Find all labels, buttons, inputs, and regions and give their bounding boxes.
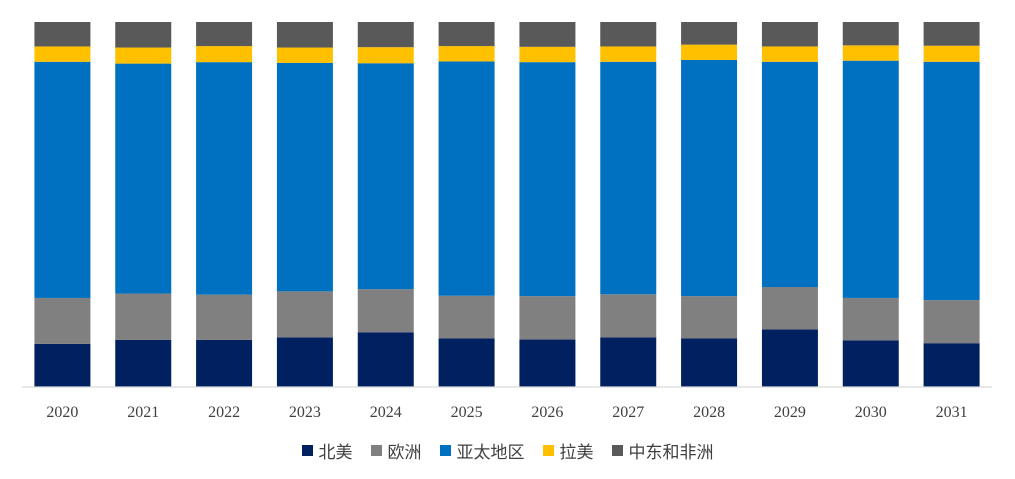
bar-segment-2029-series-3 [761,46,818,62]
stacked-bar-chart: 2020 2021 2022 2023 2024 2025 2026 2027 2028 2029… [22,22,992,421]
legend-label: 中东和非洲 [628,442,714,463]
bar-segment-2020-series-1 [34,297,91,344]
bar-segment-2021-series-4 [115,22,172,48]
x-tick-label: 2027 [612,404,644,421]
bar-segment-2029-series-1 [761,286,818,330]
bar-segment-2029-series-0 [761,329,818,387]
x-tick-label: 2030 [855,404,887,421]
x-tick-label: 2031 [936,404,968,421]
bar-segment-2031-series-2 [923,61,980,301]
bar-segment-2028-series-2 [681,59,738,297]
legend-label: 拉美 [559,442,594,463]
legend-swatch [370,444,382,456]
bar-segment-2030-series-3 [842,45,899,61]
x-tick-label: 2025 [451,404,483,421]
bar-segment-2020-series-2 [34,61,91,298]
bar-segment-2023-series-3 [276,47,333,63]
bar-segment-2022-series-3 [196,46,253,63]
bar-segment-2020-series-4 [34,22,91,47]
bar-segment-2025-series-3 [438,46,495,62]
bar-segment-2028-series-3 [681,44,738,60]
bar-segment-2030-series-1 [842,297,899,341]
legend-label: 亚太地区 [456,442,525,463]
x-tick-label: 2029 [774,404,806,421]
bar-segment-2031-series-1 [923,300,980,344]
legend: 北美 欧洲 亚太地区 拉美 中东和非洲 [0,438,1015,463]
bar-segment-2028-series-1 [681,296,738,339]
bar-segment-2025-series-0 [438,338,495,387]
x-tick-labels: 2020 2021 2022 2023 2024 2025 2026 2027 2028 2029… [46,404,967,421]
bar-segment-2025-series-1 [438,295,495,339]
bar-segment-2027-series-2 [600,61,657,295]
bar-segment-2027-series-1 [600,294,657,338]
bar-segment-2031-series-3 [923,45,980,62]
bar-segment-2030-series-4 [842,22,899,46]
bar-segment-2028-series-0 [681,338,738,387]
bar-segment-2020-series-0 [34,343,91,387]
x-tick-label: 2028 [693,404,725,421]
bar-segment-2027-series-0 [600,337,657,387]
legend-item: 亚太地区 [439,438,525,463]
bar-segment-2029-series-2 [761,61,818,287]
bar-segment-2031-series-0 [923,343,980,387]
bar-segment-2022-series-0 [196,339,253,388]
bar-segment-2023-series-0 [276,337,333,387]
bar-segment-2024-series-4 [357,22,414,48]
bar-segment-2021-series-2 [115,63,172,294]
bar-segment-2026-series-1 [519,296,576,340]
bar-segment-2027-series-3 [600,46,657,62]
legend-item: 中东和非洲 [611,438,714,463]
bar-segment-2021-series-0 [115,339,172,388]
legend-label: 欧洲 [387,442,422,463]
bar-segment-2026-series-0 [519,339,576,387]
bar-segment-2025-series-4 [438,22,495,47]
bar-segment-2023-series-1 [276,291,333,338]
legend-item: 北美 [301,438,353,463]
bar-segment-2025-series-2 [438,61,495,296]
x-tick-label: 2020 [46,404,78,421]
legend-item: 欧洲 [370,438,422,463]
legend-item: 拉美 [542,438,594,463]
bars-group [34,22,980,388]
bar-segment-2021-series-3 [115,47,172,64]
bar-segment-2030-series-0 [842,340,899,387]
bar-segment-2022-series-4 [196,22,253,47]
bar-segment-2024-series-1 [357,289,414,333]
bar-segment-2021-series-1 [115,293,172,340]
bar-segment-2026-series-4 [519,22,576,47]
x-tick-label: 2026 [531,404,563,421]
legend-swatch [611,444,623,456]
bar-segment-2022-series-1 [196,294,253,340]
bar-segment-2031-series-4 [923,22,980,46]
x-tick-label: 2024 [370,404,402,421]
bar-segment-2026-series-3 [519,46,576,63]
bar-segment-2020-series-3 [34,46,91,62]
bar-segment-2023-series-4 [276,22,333,48]
bar-segment-2023-series-2 [276,62,333,292]
bar-segment-2026-series-2 [519,62,576,297]
legend-swatch [542,444,554,456]
bar-segment-2030-series-2 [842,60,899,298]
bar-segment-2027-series-4 [600,22,657,47]
x-tick-label: 2023 [289,404,321,421]
legend-label: 北美 [318,442,353,463]
bar-segment-2024-series-2 [357,63,414,290]
bar-segment-2024-series-3 [357,47,414,64]
x-tick-label: 2021 [127,404,159,421]
bar-segment-2024-series-0 [357,332,414,387]
bar-segment-2022-series-2 [196,62,253,295]
bar-segment-2028-series-4 [681,22,738,45]
bar-segment-2029-series-4 [761,22,818,47]
legend-swatch [439,444,451,456]
x-tick-label: 2022 [208,404,240,421]
legend-swatch [301,444,313,456]
